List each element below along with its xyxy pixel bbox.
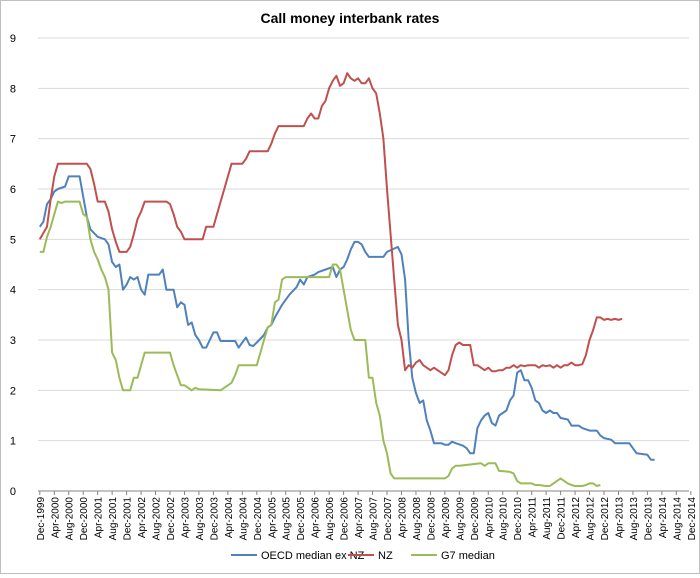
x-tick-label: Dec-2005 bbox=[296, 497, 307, 541]
x-tick-label: Dec-2006 bbox=[340, 497, 351, 541]
y-tick-label: 7 bbox=[10, 134, 16, 146]
x-tick-label: Dec-2002 bbox=[166, 497, 177, 541]
legend-label: OECD median ex NZ bbox=[261, 550, 365, 562]
x-tick-label: Aug-2003 bbox=[195, 497, 206, 541]
x-tick-label: Aug-2006 bbox=[325, 497, 336, 541]
x-tick-label: Aug-2001 bbox=[108, 497, 119, 541]
x-tick-label: Dec-2007 bbox=[383, 497, 394, 541]
x-tick-label: Dec-2000 bbox=[79, 497, 90, 541]
y-tick-label: 5 bbox=[10, 234, 16, 246]
x-tick-label: Aug-2000 bbox=[65, 497, 76, 541]
x-tick-label: Dec-2010 bbox=[513, 497, 524, 541]
y-tick-label: 4 bbox=[10, 285, 16, 297]
series-lines bbox=[38, 72, 655, 487]
y-tick-label: 9 bbox=[10, 33, 16, 45]
x-tick-label: Aug-2008 bbox=[412, 497, 423, 541]
x-tick-label: Aug-2009 bbox=[455, 497, 466, 541]
y-axis-ticks: 0 1 2 3 4 5 6 7 8 9 bbox=[10, 33, 16, 498]
x-tick-label: Dec-2001 bbox=[123, 497, 134, 541]
x-tick-label: Apr-2010 bbox=[484, 497, 495, 539]
x-tick-label: Dec-2003 bbox=[209, 497, 220, 541]
x-tick-label: Apr-2012 bbox=[571, 497, 582, 539]
y-tick-label: 8 bbox=[10, 83, 16, 95]
series-line-3 bbox=[39, 200, 601, 487]
x-tick-label: Apr-2008 bbox=[397, 497, 408, 539]
x-tick-label: Apr-2009 bbox=[441, 497, 452, 539]
x-tick-label: Apr-2000 bbox=[50, 497, 61, 539]
x-tick-label: Apr-2007 bbox=[354, 497, 365, 539]
x-tick-label: Aug-2014 bbox=[672, 497, 683, 541]
y-tick-label: 1 bbox=[10, 436, 16, 448]
series-line-2 bbox=[38, 72, 623, 377]
y-tick-label: 2 bbox=[10, 385, 16, 397]
legend-label: NZ bbox=[378, 550, 393, 562]
legend: OECD median ex NZ NZ G7 median bbox=[231, 550, 495, 562]
x-tick-label: Aug-2002 bbox=[152, 497, 163, 541]
x-tick-label: Dec-2008 bbox=[426, 497, 437, 541]
legend-label: G7 median bbox=[441, 550, 495, 562]
x-tick-label: Apr-2014 bbox=[658, 497, 669, 539]
x-tick-label: Aug-2010 bbox=[499, 497, 510, 541]
x-tick-label: Dec-2013 bbox=[643, 497, 654, 541]
x-tick-label: Aug-2005 bbox=[282, 497, 293, 541]
x-tick-label: Apr-2013 bbox=[614, 497, 625, 539]
y-tick-label: 0 bbox=[10, 486, 16, 498]
x-tick-label: Aug-2013 bbox=[629, 497, 640, 541]
chart-title: Call money interbank rates bbox=[261, 10, 440, 26]
x-tick-label: Apr-2001 bbox=[94, 497, 105, 539]
series-line-1 bbox=[38, 175, 655, 461]
x-tick-label: Dec-1999 bbox=[36, 497, 47, 541]
x-axis-ticks: Dec-1999 Apr-2000 Aug-2000 Dec-2000 Apr-2001… bbox=[36, 491, 698, 540]
x-tick-label: Dec-2009 bbox=[470, 497, 481, 541]
x-tick-label: Apr-2011 bbox=[528, 497, 539, 538]
x-tick-label: Apr-2002 bbox=[137, 497, 148, 539]
x-tick-label: Apr-2005 bbox=[267, 497, 278, 539]
gridlines bbox=[38, 37, 689, 492]
x-tick-label: Aug-2012 bbox=[586, 497, 597, 541]
x-tick-label: Apr-2003 bbox=[180, 497, 191, 539]
x-tick-label: Dec-2012 bbox=[600, 497, 611, 541]
x-tick-label: Dec-2011 bbox=[557, 497, 568, 540]
x-tick-label: Dec-2014 bbox=[687, 497, 698, 541]
x-tick-label: Apr-2006 bbox=[311, 497, 322, 539]
x-tick-label: Aug-2007 bbox=[369, 497, 380, 541]
y-tick-label: 6 bbox=[10, 184, 16, 196]
x-tick-label: Aug-2004 bbox=[238, 497, 249, 541]
x-tick-label: Aug-2011 bbox=[542, 497, 553, 540]
x-tick-label: Apr-2004 bbox=[224, 497, 235, 539]
y-tick-label: 3 bbox=[10, 335, 16, 347]
x-tick-label: Dec-2004 bbox=[253, 497, 264, 541]
